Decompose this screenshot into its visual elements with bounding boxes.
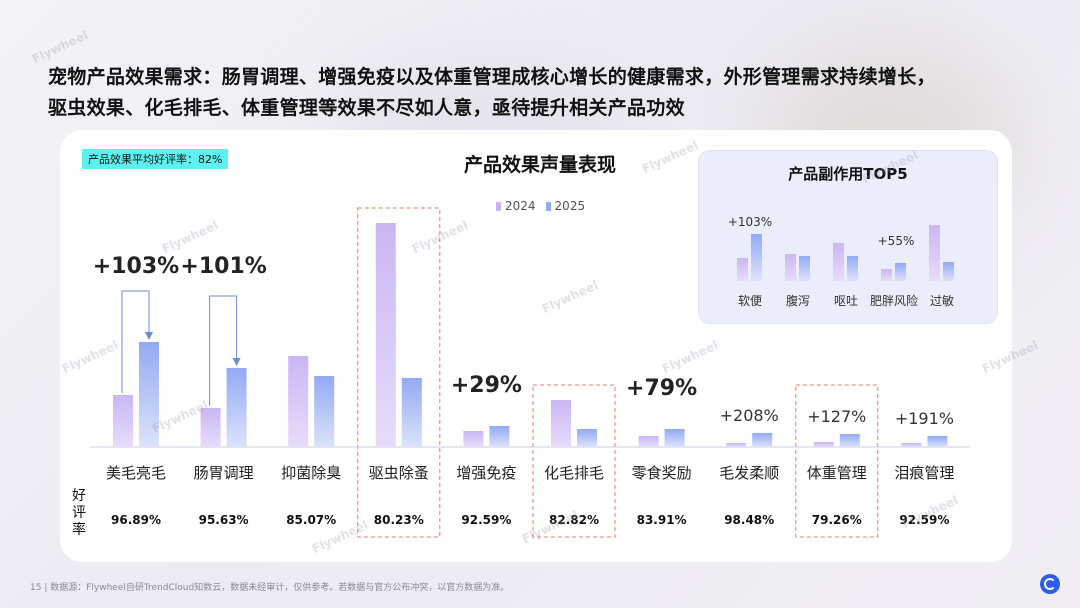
- headline: 宠物产品效果需求：肠胃调理、增强免疫以及体重管理成核心增长的健康需求，外形管理需…: [48, 62, 1048, 124]
- category-label: 体重管理: [807, 464, 867, 482]
- rating-value: 80.23%: [373, 513, 424, 527]
- growth-label: +191%: [895, 409, 954, 428]
- bar-2024: [813, 442, 834, 447]
- rating-value: 92.59%: [899, 513, 950, 527]
- side-bar-2025: [799, 256, 810, 281]
- bar-2025: [489, 426, 510, 447]
- legend-swatch-2025: [545, 202, 551, 211]
- source-note: 数据源：Flywheel自研TrendCloud知数云，数据未经审计，仅供参考。…: [50, 583, 510, 593]
- bar-2025: [401, 378, 422, 447]
- brand-logo-icon: [1040, 574, 1060, 594]
- rating-value: 82.82%: [549, 513, 599, 527]
- legend-item-2024: 2024: [496, 199, 536, 213]
- side-category-label: 肥胖风险: [870, 293, 918, 308]
- side-category-label: 呕吐: [834, 294, 858, 308]
- side-bar-2024: [833, 243, 844, 281]
- side-bar-2024: [785, 254, 796, 281]
- growth-label: +79%: [626, 376, 697, 401]
- bar-2024: [638, 436, 659, 447]
- category-label: 零食奖励: [632, 464, 692, 482]
- side-bar-2024: [929, 225, 940, 281]
- bar-2025: [314, 376, 335, 447]
- footer: 15 | 数据源：Flywheel自研TrendCloud知数云，数据未经审计，…: [30, 580, 509, 593]
- rating-value: 83.91%: [636, 513, 687, 527]
- side-category-label: 过敏: [930, 293, 954, 308]
- growth-label: +101%: [180, 254, 266, 279]
- bar-2025: [752, 433, 773, 447]
- highlight-box: [532, 384, 616, 538]
- bar-2024: [288, 356, 309, 447]
- bar-2025: [839, 434, 860, 447]
- bar-2025: [577, 429, 597, 447]
- highlight-box: [357, 207, 441, 538]
- main-chart-title: 产品效果声量表现: [463, 154, 616, 176]
- growth-label: +103%: [93, 254, 179, 279]
- bar-2024: [375, 223, 396, 447]
- chart-legend: 2024 2025: [496, 199, 585, 213]
- category-label: 美毛亮毛: [106, 464, 166, 482]
- growth-arrow: [121, 290, 153, 393]
- legend-label-2025: 2025: [554, 199, 586, 213]
- legend-item-2025: 2025: [545, 199, 586, 213]
- highlight-box: [795, 384, 879, 538]
- bar-2024: [463, 431, 484, 447]
- category-label: 驱虫除蚤: [369, 464, 429, 482]
- rating-value: 96.89%: [111, 513, 161, 527]
- bar-2025: [927, 436, 948, 447]
- growth-label: +208%: [720, 406, 779, 425]
- rating-value: 92.59%: [461, 513, 512, 527]
- category-label: 化毛排毛: [544, 464, 604, 482]
- side-bar-2025: [847, 256, 858, 281]
- bar-2024: [200, 408, 221, 447]
- category-label: 抑菌除臭: [281, 464, 341, 482]
- headline-line-2: 驱虫效果、化毛排毛、体重管理等效果不尽如人意，亟待提升相关产品功效: [48, 97, 685, 119]
- side-growth-label: +103%: [728, 215, 772, 229]
- side-effects-panel: 产品副作用TOP5: [698, 150, 998, 324]
- rating-value: 79.26%: [811, 513, 862, 527]
- legend-swatch-2024: [496, 202, 501, 211]
- rating-value: 95.63%: [198, 513, 249, 527]
- avg-rating-badge: 产品效果平均好评率：82%: [82, 149, 229, 169]
- growth-label: +29%: [451, 373, 522, 398]
- rating-value: 98.48%: [724, 513, 775, 527]
- page-number: 15: [30, 583, 42, 593]
- bar-2025: [664, 429, 685, 447]
- headline-line-1: 宠物产品效果需求：肠胃调理、增强免疫以及体重管理成核心增长的健康需求，外形管理需…: [48, 66, 936, 88]
- side-growth-label: +55%: [878, 234, 915, 248]
- side-bar-2024: [881, 269, 892, 281]
- side-bar-2025: [895, 263, 906, 281]
- side-bar-2024: [737, 258, 748, 281]
- growth-arrow: [209, 295, 241, 406]
- rating-row-label: 好评率: [72, 488, 86, 538]
- side-effects-title: 产品副作用TOP5: [788, 165, 908, 183]
- bar-2025: [139, 342, 159, 447]
- category-label: 肠胃调理: [194, 464, 254, 482]
- bar-2024: [113, 395, 133, 447]
- category-label: 泪痕管理: [894, 464, 954, 482]
- side-bar-2025: [943, 262, 954, 281]
- footer-separator: |: [44, 583, 51, 593]
- bar-2025: [226, 368, 247, 447]
- side-category-label: 腹泻: [786, 294, 810, 308]
- bar-2024: [901, 443, 922, 447]
- category-label: 增强免疫: [456, 464, 516, 482]
- category-label: 毛发柔顺: [719, 464, 779, 482]
- side-category-label: 软便: [738, 294, 762, 308]
- legend-label-2024: 2024: [505, 199, 536, 213]
- bar-2024: [551, 400, 571, 447]
- side-bar-2025: [751, 234, 762, 281]
- rating-value: 85.07%: [286, 513, 337, 527]
- growth-label: +127%: [807, 407, 866, 426]
- bar-2024: [726, 443, 747, 447]
